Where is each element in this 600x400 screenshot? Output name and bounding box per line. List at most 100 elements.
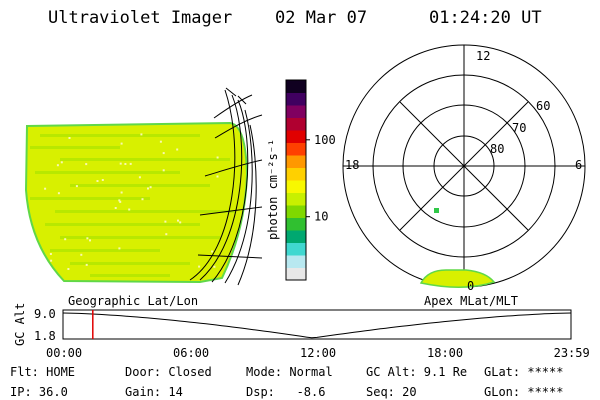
status-glat: GLat: *****: [484, 365, 563, 379]
colorbar-swatch: [286, 117, 306, 131]
colorbar-swatches: [286, 80, 306, 281]
time-axis-ticks: 00:00 06:00 12:00 18:00 23:59: [46, 346, 590, 360]
image-streak: [30, 146, 120, 149]
colorbar-swatch: [286, 155, 306, 168]
image-speck: [89, 239, 91, 242]
lat-label-80: 80: [490, 142, 504, 156]
colorbar-swatch: [286, 255, 306, 268]
polar-mlt-plot: 12 18 6 0 60 70 80: [342, 44, 586, 293]
lat-label-70: 70: [512, 121, 526, 135]
image-speck: [114, 207, 117, 209]
image-speck: [75, 185, 78, 188]
image-streaks: [30, 134, 235, 277]
uv-emission-image: [24, 121, 249, 284]
altitude-tick-min: 1.8: [34, 329, 56, 343]
time-tick-label: 12:00: [300, 346, 336, 360]
colorbar-swatch: [286, 267, 306, 281]
image-streak: [30, 197, 150, 200]
auroral-emission-region: [419, 269, 496, 288]
image-streak: [40, 134, 200, 137]
status-row-2: IP: 36.0 Gain: 14 Dsp: -8.6 Seq: 20 GLon…: [10, 385, 563, 399]
image-speck: [119, 200, 122, 203]
time-tick-label: 23:59: [554, 346, 590, 360]
altitude-axis-label: GC Alt: [13, 303, 27, 346]
colorbar-frame: [285, 79, 307, 281]
image-speck: [85, 163, 88, 166]
image-speck: [50, 259, 53, 262]
image-speck: [216, 156, 219, 159]
image-speck: [119, 162, 122, 165]
image-speck: [147, 187, 149, 190]
mlt-label-dawn: 6: [575, 158, 582, 172]
status-gc-alt: GC Alt: 9.1 Re: [366, 365, 467, 379]
status-ip: IP: 36.0: [10, 385, 68, 399]
image-speck: [49, 253, 52, 255]
status-mode: Mode: Normal: [246, 365, 333, 379]
lat-label-60: 60: [536, 99, 550, 113]
altitude-curve: [62, 312, 572, 339]
image-speck: [57, 192, 60, 195]
image-speck: [177, 219, 179, 222]
image-speck: [216, 175, 219, 178]
image-streak: [55, 210, 235, 213]
image-streak: [90, 274, 170, 277]
image-speck: [162, 169, 165, 172]
header-time: 01:24:20 UT: [429, 8, 542, 28]
geographic-label: Geographic Lat/Lon: [68, 294, 198, 308]
status-door: Door: Closed: [125, 365, 212, 379]
mlt-label-midnight: 0: [467, 279, 474, 293]
time-tick-label: 06:00: [173, 346, 209, 360]
emission-spot: [434, 208, 439, 213]
colorbar-swatch: [286, 217, 306, 231]
image-speck: [120, 191, 123, 194]
status-glon: GLon: *****: [484, 385, 563, 399]
image-speck: [85, 263, 88, 266]
image-speck: [68, 137, 71, 139]
polar-diagonal-2: [399, 101, 529, 231]
header-date: 02 Mar 07: [275, 8, 367, 28]
time-tick-label: 18:00: [427, 346, 463, 360]
time-tick-label: 00:00: [46, 346, 82, 360]
image-streak: [50, 249, 160, 252]
image-speck: [179, 221, 182, 224]
image-speck: [149, 186, 152, 189]
image-speck: [128, 208, 131, 211]
image-speck: [129, 162, 132, 165]
mlt-label-dusk: 18: [345, 158, 359, 172]
colorbar-swatch: [286, 205, 306, 218]
colorbar-unit-label: photon cm⁻²s⁻¹: [266, 139, 280, 240]
image-speck: [211, 250, 214, 253]
image-streak: [70, 262, 190, 265]
image-speck: [80, 253, 83, 256]
altitude-tick-max: 9.0: [34, 307, 56, 321]
colorbar-swatch: [286, 180, 306, 193]
image-streak: [60, 236, 220, 239]
image-speck: [118, 247, 121, 250]
image-speck: [64, 238, 67, 241]
status-seq: Seq: 20: [366, 385, 417, 399]
image-speck: [164, 220, 167, 223]
colorbar-swatch: [286, 242, 306, 256]
image-speck: [44, 187, 47, 190]
colorbar-swatch: [286, 130, 306, 143]
colorbar-swatch: [286, 105, 306, 118]
geographic-image-panel: [24, 87, 263, 286]
image-streak: [70, 184, 210, 187]
colorbar-swatch: [286, 192, 306, 206]
image-speck: [159, 140, 162, 143]
apex-label: Apex MLat/MLT: [424, 294, 518, 308]
image-speck: [118, 199, 121, 202]
image-speck: [162, 152, 165, 155]
colorbar-swatch: [286, 167, 306, 181]
image-streak: [45, 223, 200, 226]
image-speck: [120, 142, 123, 145]
image-speck: [96, 180, 99, 182]
mlt-label-noon: 12: [476, 49, 490, 63]
status-gain: Gain: 14: [125, 385, 183, 399]
image-speck: [86, 237, 89, 240]
colorbar-ticks: 100 10: [306, 133, 336, 224]
image-specks: [44, 133, 219, 270]
image-streak: [35, 171, 180, 174]
image-streak: [60, 158, 230, 161]
